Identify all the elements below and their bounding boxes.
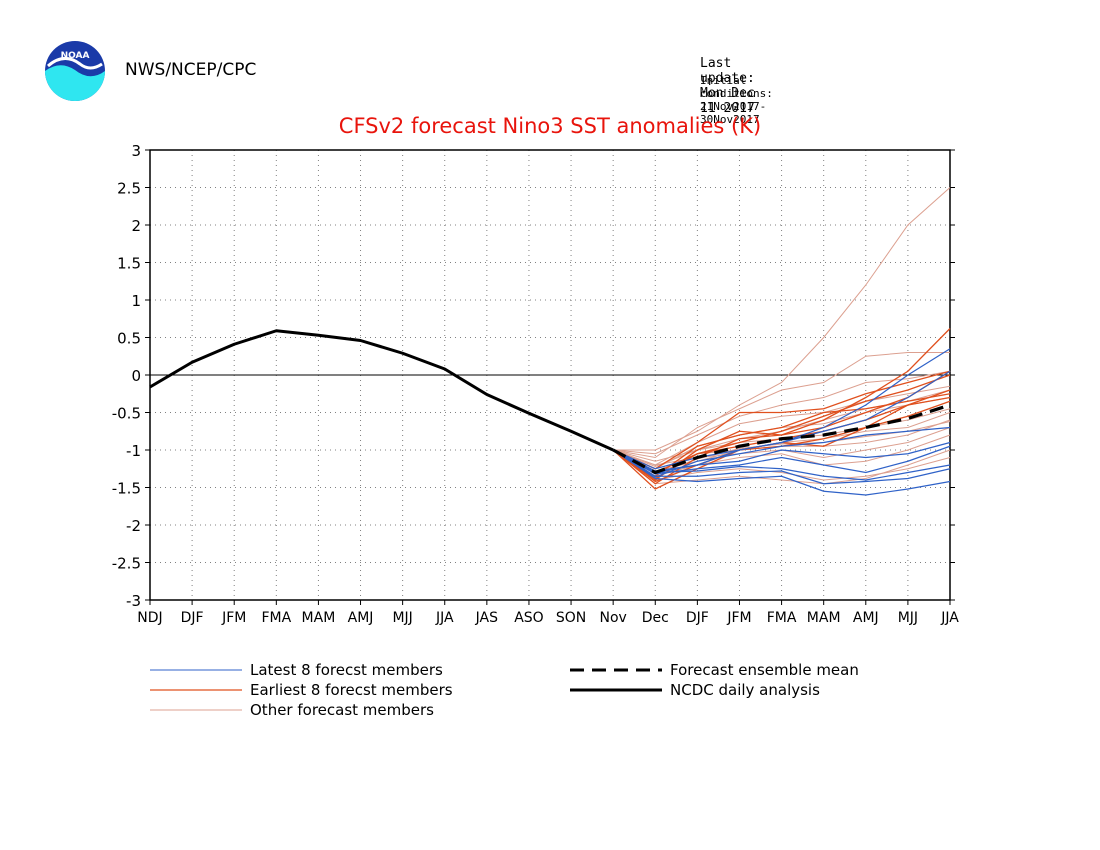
latest-forecast-member-line	[612, 449, 951, 485]
y-tick-label: -1	[126, 442, 141, 460]
x-tick-label: MAM	[807, 610, 841, 626]
x-tick-label: NDJ	[137, 610, 162, 626]
noaa-logo-icon: NOAA	[45, 41, 105, 101]
x-tick-label: ASO	[514, 610, 543, 626]
latest-forecast-member-line	[612, 348, 951, 474]
x-tick-label: DJF	[686, 610, 709, 626]
x-tick-label: JJA	[940, 610, 959, 626]
x-tick-label: AMJ	[348, 610, 374, 626]
y-tick-label: -0.5	[112, 405, 141, 423]
latest-forecast-member-line	[612, 426, 951, 478]
x-tick-label: MJJ	[898, 610, 918, 626]
chart-title: CFSv2 forecast Nino3 SST anomalies (K)	[338, 114, 762, 138]
x-tick-label: FMA	[261, 610, 291, 626]
x-tick-label: Nov	[599, 610, 626, 626]
y-tick-label: -1.5	[112, 480, 141, 498]
x-tick-label: JJA	[435, 610, 454, 626]
earliest-forecast-member-line	[612, 370, 951, 470]
y-tick-label: 2.5	[117, 180, 141, 198]
y-tick-label: -3	[126, 592, 141, 610]
ncdc-analysis-line	[149, 329, 614, 452]
x-tick-label: Dec	[642, 610, 669, 626]
y-tick-label: 3	[131, 142, 141, 160]
latest-forecast-member-line	[612, 449, 951, 496]
latest-forecast-member-line	[612, 441, 951, 472]
legend-label-other: Other forecast members	[250, 701, 434, 719]
earliest-forecast-member-line	[612, 374, 951, 474]
other-forecast-member-line	[613, 187, 951, 451]
y-tick-label: 0.5	[117, 330, 141, 348]
legend-label-earliest: Earliest 8 forecst members	[250, 681, 453, 699]
initial-conditions: Initial conditions: 21Nov2017-30Nov2017	[700, 74, 773, 126]
legend-label-mean: Forecast ensemble mean	[670, 661, 859, 679]
y-tick-label: -2.5	[112, 555, 141, 573]
y-tick-label: 0	[131, 367, 141, 385]
y-tick-label: 1.5	[117, 255, 141, 273]
x-tick-label: DJF	[181, 610, 204, 626]
other-forecast-member-line	[612, 449, 951, 481]
y-tick-label: -2	[126, 517, 141, 535]
x-tick-label: JFM	[221, 610, 246, 626]
legend-label-analysis: NCDC daily analysis	[670, 681, 820, 699]
legend-label-latest: Latest 8 forecst members	[250, 661, 443, 679]
legend: Latest 8 forecst members Earliest 8 forec…	[150, 661, 859, 719]
x-tick-label: JAS	[475, 610, 498, 626]
x-tick-label: SON	[556, 610, 586, 626]
x-tick-label: AMJ	[853, 610, 879, 626]
last-update: Last update: Mon Dec 11 2017	[700, 56, 755, 116]
ensemble-mean-line	[612, 403, 951, 475]
y-tick-label: 1	[131, 292, 141, 310]
agency-label: NWS/NCEP/CPC	[125, 60, 257, 80]
x-tick-label: FMA	[767, 610, 797, 626]
x-tick-label: MAM	[302, 610, 336, 626]
logo-text: NOAA	[61, 51, 90, 61]
x-tick-label: MJJ	[392, 610, 412, 626]
x-tick-label: JFM	[726, 610, 751, 626]
y-tick-label: 2	[131, 217, 141, 235]
